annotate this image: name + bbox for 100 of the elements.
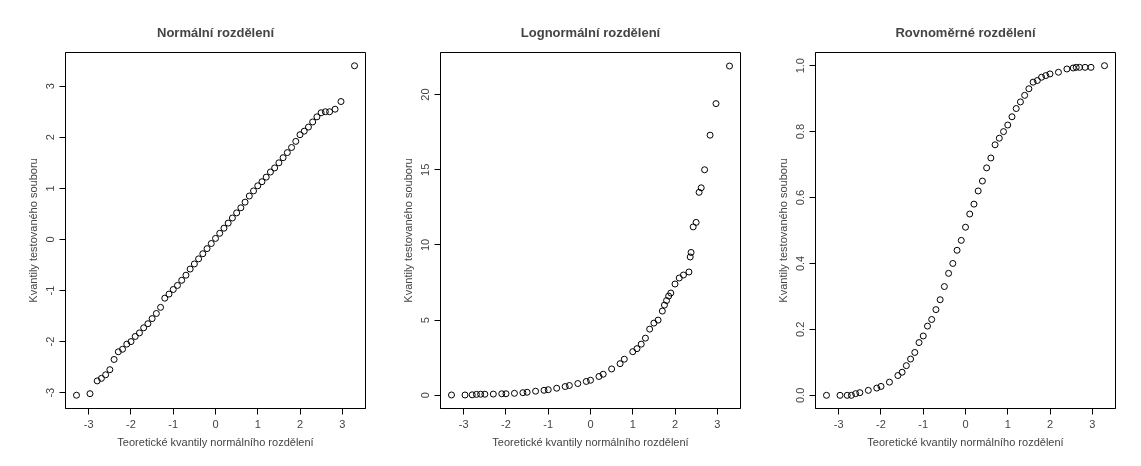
point [498, 390, 506, 398]
point [940, 283, 948, 291]
point [864, 386, 872, 394]
chart-title: Normální rozdělení [156, 25, 275, 40]
point [1025, 85, 1033, 93]
point [692, 218, 700, 226]
y-tick-label: 0.0 [794, 387, 807, 403]
point [477, 390, 485, 398]
x-axis-title: Teoretické kvantily normálního rozdělení [117, 435, 314, 448]
point [1069, 64, 1077, 72]
point [1101, 62, 1109, 70]
y-tick-label: 0.6 [794, 189, 807, 206]
y-axis-title: Kvantily testovaného souboru [776, 158, 789, 303]
point [663, 297, 671, 305]
x-axis-title: Teoretické kvantily normálního rozdělení [492, 435, 689, 448]
point [836, 391, 844, 399]
point [620, 355, 628, 363]
x-tick-label: -2 [126, 417, 136, 430]
point [695, 188, 703, 196]
point [1042, 72, 1050, 80]
chart-title: Rovnoměrné rozdělení [895, 25, 1036, 40]
point [468, 391, 476, 399]
x-tick-label: 1 [1004, 417, 1011, 430]
point [1038, 73, 1046, 81]
y-axis-title: Kvantily testovaného souboru [401, 158, 414, 303]
point [697, 184, 705, 192]
point [995, 134, 1003, 142]
point [689, 223, 697, 231]
point [472, 390, 480, 398]
point [932, 306, 940, 314]
point [894, 372, 902, 380]
x-tick-label: 2 [671, 417, 679, 430]
point [660, 301, 668, 309]
point [481, 390, 489, 398]
point [1000, 128, 1008, 136]
point [1016, 98, 1024, 106]
point [671, 280, 679, 288]
point [650, 319, 658, 327]
point [686, 253, 694, 261]
point [540, 386, 548, 394]
point [936, 296, 944, 304]
point [608, 365, 616, 373]
x-tick-label: -3 [833, 417, 844, 430]
point [974, 187, 982, 195]
point [1012, 105, 1020, 113]
y-tick-label: -3 [44, 387, 57, 398]
point [595, 372, 603, 380]
x-tick-label: 3 [714, 417, 721, 430]
point [701, 166, 709, 174]
x-tick-label: 1 [629, 417, 636, 430]
point [978, 177, 986, 185]
point [898, 368, 906, 376]
y-tick-label: 0.8 [794, 123, 807, 140]
x-tick-label: 0 [587, 417, 594, 430]
point [987, 154, 995, 162]
point [637, 340, 645, 348]
point [658, 307, 666, 315]
y-tick-label: 10 [419, 238, 432, 252]
point [873, 384, 881, 392]
x-tick-label: 1 [254, 417, 261, 430]
point [991, 141, 999, 149]
point [1033, 77, 1041, 85]
x-tick-label: -3 [83, 417, 94, 430]
y-tick-label: 15 [419, 163, 432, 176]
point [667, 289, 675, 297]
y-tick-label: 0.4 [794, 255, 807, 272]
point [726, 62, 734, 70]
point [962, 223, 969, 231]
chart-title: Lognormální rozdělení [520, 25, 661, 40]
point [519, 389, 527, 397]
x-tick-label: 3 [339, 417, 346, 430]
point [461, 391, 469, 399]
point [822, 391, 830, 399]
point [565, 382, 573, 389]
point [616, 360, 624, 368]
point [885, 378, 893, 386]
point [852, 390, 860, 398]
point [510, 389, 518, 397]
point [877, 382, 885, 390]
y-tick-label: 0.2 [794, 321, 807, 338]
point [847, 391, 855, 399]
point [923, 322, 931, 330]
point [633, 345, 641, 353]
point [447, 391, 455, 399]
point [983, 164, 991, 172]
y-tick-label: -1 [44, 285, 57, 296]
y-tick-label: -2 [44, 336, 57, 347]
point [1087, 63, 1095, 71]
point [1076, 63, 1084, 71]
point [675, 274, 683, 282]
point [574, 380, 582, 388]
x-tick-label: -1 [918, 417, 929, 430]
point [928, 316, 936, 323]
point [843, 391, 851, 399]
point [687, 248, 695, 256]
point [1063, 65, 1071, 73]
point [641, 334, 649, 342]
point [1029, 78, 1037, 86]
y-tick-label: 0 [44, 236, 57, 243]
x-tick-label: -3 [458, 417, 469, 430]
